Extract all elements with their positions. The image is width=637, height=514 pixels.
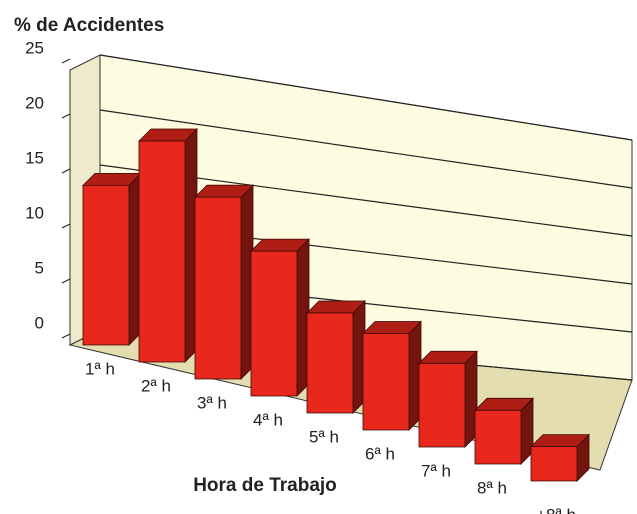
y-tick-label: 15 (25, 148, 44, 167)
x-tick-label: 2ª h (141, 376, 171, 395)
y-tick-label: 25 (25, 38, 44, 57)
x-axis-label: Hora de Trabajo (193, 475, 337, 496)
bar-front (474, 409, 522, 465)
tick-mark (61, 333, 71, 339)
bar-front (250, 250, 298, 397)
bar (362, 320, 422, 431)
tick-mark (61, 168, 71, 174)
bar (418, 350, 478, 448)
bar (138, 128, 198, 363)
bar-front (530, 446, 578, 482)
bar-front (82, 184, 130, 346)
tick-mark (61, 223, 71, 229)
x-tick-label: 8ª h (477, 478, 507, 497)
x-tick-label: +8ª h (536, 505, 576, 514)
x-tick-label: 1ª h (85, 359, 115, 378)
tick-mark (61, 113, 71, 119)
y-tick-label: 5 (35, 258, 44, 277)
x-tick-label: 3ª h (197, 393, 227, 412)
bar (306, 300, 366, 414)
chart-title: % de Accidentes (14, 15, 164, 36)
bar (194, 184, 254, 380)
bar (250, 238, 310, 397)
tick-mark (61, 58, 71, 64)
bar-front (306, 312, 354, 414)
bar (82, 172, 142, 346)
y-tick-label: 0 (35, 313, 44, 332)
grid-line (99, 109, 633, 189)
x-tick-label: 6ª h (365, 444, 395, 463)
grid-line (99, 54, 633, 141)
bar-front (194, 196, 242, 380)
bar (474, 397, 534, 465)
bar (530, 433, 590, 482)
bar-front (138, 140, 186, 363)
tick-mark (61, 278, 71, 284)
bar-front (362, 333, 410, 431)
y-tick-label: 10 (25, 203, 44, 222)
y-tick-label: 20 (25, 93, 44, 112)
x-tick-label: 5ª h (309, 427, 339, 446)
x-tick-label: 4ª h (253, 410, 283, 429)
x-tick-label: 7ª h (421, 461, 451, 480)
bar-front (418, 362, 466, 448)
